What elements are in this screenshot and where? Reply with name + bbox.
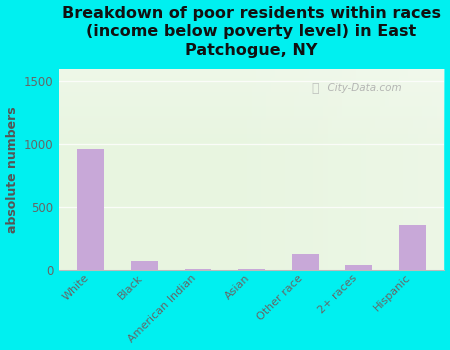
Bar bbox=[399, 225, 426, 270]
Text: City-Data.com: City-Data.com bbox=[321, 83, 401, 93]
Text: ⦾: ⦾ bbox=[311, 82, 319, 95]
Bar bbox=[238, 269, 265, 270]
Title: Breakdown of poor residents within races
(income below poverty level) in East
Pa: Breakdown of poor residents within races… bbox=[62, 6, 441, 58]
Y-axis label: absolute numbers: absolute numbers bbox=[5, 106, 18, 233]
Bar bbox=[292, 254, 319, 270]
Bar bbox=[77, 149, 104, 270]
Bar bbox=[131, 261, 158, 270]
Bar bbox=[345, 265, 372, 270]
